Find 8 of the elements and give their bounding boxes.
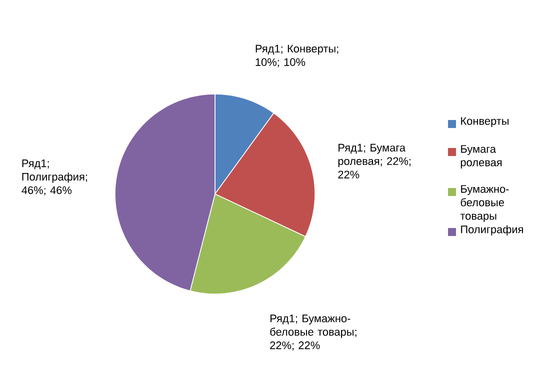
data-label: Ряд1; Бумага ролевая; 22%; 22% [338, 144, 410, 178]
data-label: Ряд1; Бумажно-беловые товары; 22%; 22% [270, 314, 356, 350]
data-label: Ряд1; Конверты; 10%; 10% [256, 44, 338, 68]
legend-label: Конверты [461, 117, 509, 128]
legend-label: Бумажно-беловые товары [460, 185, 509, 222]
legend-label: Бумага ролевая [460, 145, 502, 168]
legend-label: Полиграфия [461, 225, 523, 236]
data-label: Ряд1; Полиграфия; 46%; 46% [22, 160, 87, 196]
